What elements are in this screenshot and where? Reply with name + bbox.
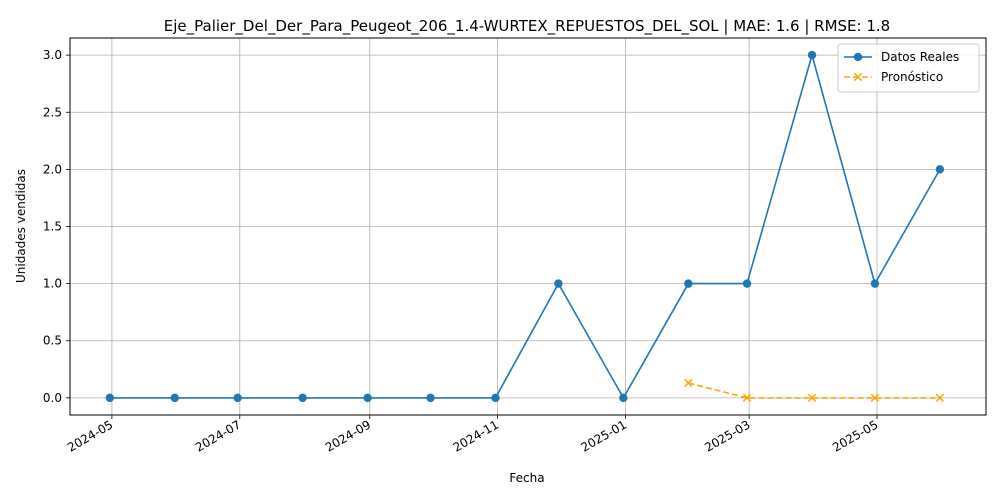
legend: Datos Reales Pronóstico — [837, 43, 980, 93]
y-tick-label: 2.0 — [43, 162, 62, 176]
data-point — [807, 50, 817, 60]
legend-label: Pronóstico — [881, 70, 943, 84]
x-tick-label: 2024-09 — [323, 417, 373, 454]
data-point — [170, 393, 180, 403]
data-point — [491, 393, 500, 403]
data-point — [298, 393, 307, 403]
chart-title: Eje_Palier_Del_Der_Para_Peugeot_206_1.4-… — [164, 17, 890, 36]
data-point — [105, 393, 115, 403]
x-tick-label: 2024-05 — [65, 417, 115, 454]
x-tick-label: 2024-11 — [451, 417, 501, 454]
data-point — [554, 279, 563, 288]
data-point — [684, 279, 693, 288]
data-point — [619, 393, 628, 403]
data-point — [363, 393, 372, 403]
data-point — [742, 393, 752, 402]
y-tick-label: 3.0 — [43, 48, 62, 62]
x-axis-title: Fecha — [509, 471, 544, 485]
data-point — [742, 279, 752, 288]
x-tick-label: 2025-03 — [702, 417, 752, 454]
data-point — [870, 393, 880, 402]
data-point — [870, 279, 880, 288]
x-tick-label: 2025-05 — [830, 417, 880, 454]
y-axis-ticks: 0.0 0.5 1.0 1.5 2.0 2.5 3.0 — [43, 48, 70, 405]
data-point — [233, 393, 242, 403]
data-point — [426, 393, 435, 403]
data-point — [935, 393, 945, 402]
legend-item: Datos Reales — [844, 50, 959, 64]
data-point — [684, 378, 693, 388]
y-axis-title: Unidades vendidas — [14, 169, 28, 283]
legend-item: Pronóstico — [844, 70, 943, 84]
legend-marker — [853, 72, 863, 82]
legend-box — [837, 43, 980, 93]
series-line — [688, 382, 940, 399]
grid — [70, 38, 986, 415]
y-tick-label: 2.5 — [43, 105, 62, 119]
y-tick-label: 1.5 — [43, 220, 62, 234]
x-axis-ticks: 2024-05 2024-07 2024-09 2024-11 2025-01 2025-… — [65, 415, 881, 455]
y-tick-label: 0.0 — [43, 391, 62, 405]
data-point — [807, 393, 817, 402]
x-tick-label: 2025-01 — [579, 417, 629, 454]
series-2 — [684, 378, 945, 402]
y-tick-label: 0.5 — [43, 334, 62, 348]
y-tick-label: 1.0 — [43, 277, 62, 291]
x-tick-label: 2024-07 — [193, 417, 243, 454]
plot-frame — [69, 37, 987, 416]
series-1 — [105, 50, 945, 403]
legend-label: Datos Reales — [881, 50, 959, 64]
series-line — [109, 52, 941, 400]
series-layer — [105, 50, 945, 403]
legend-marker — [853, 52, 863, 62]
data-point — [935, 165, 945, 174]
